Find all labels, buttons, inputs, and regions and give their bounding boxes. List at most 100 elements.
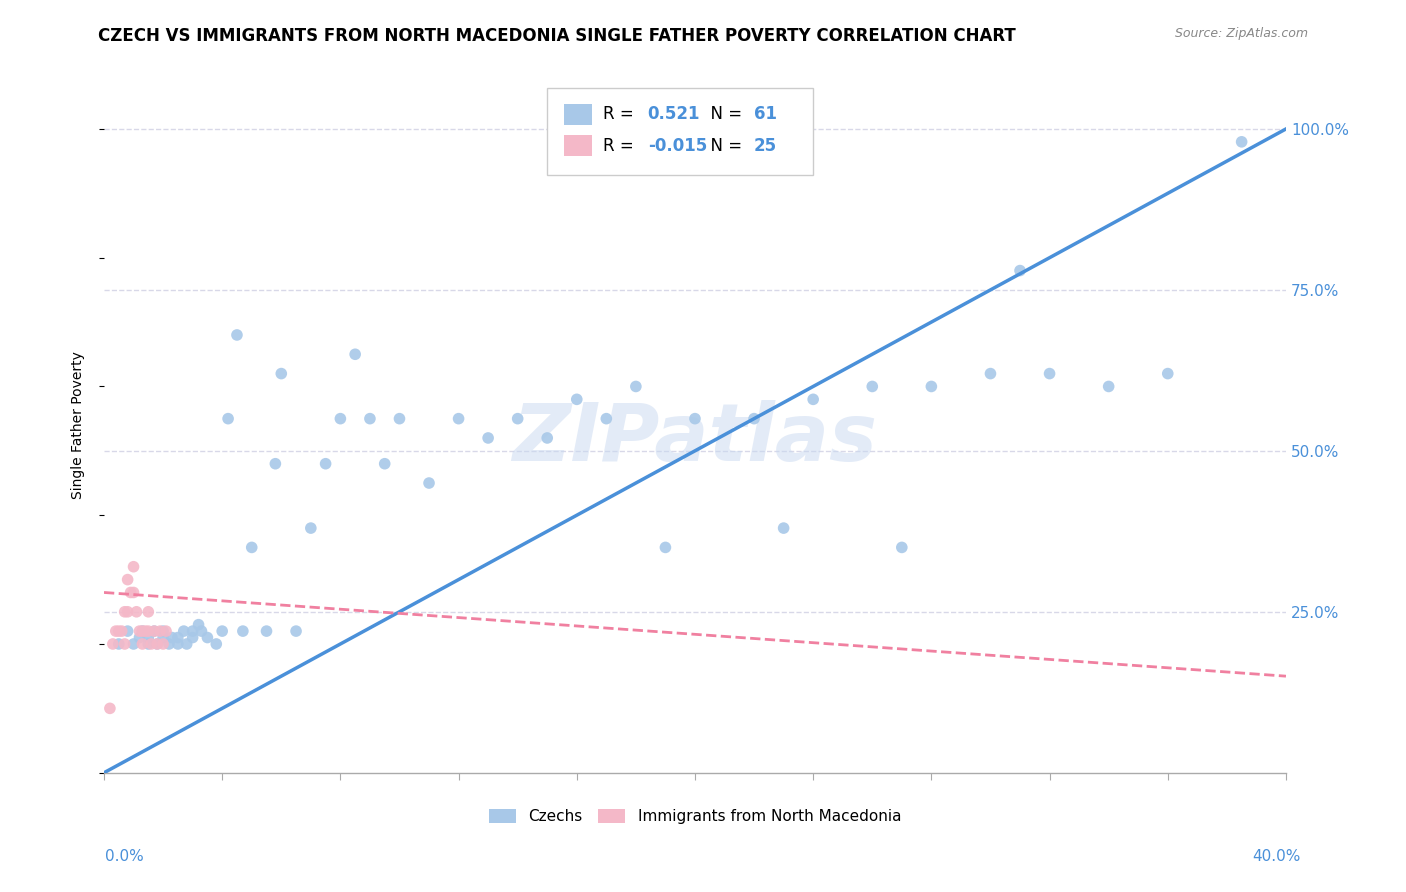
Point: [134, 624, 156, 639]
Point: [125, 605, 148, 619]
Point: [120, 585, 142, 599]
Point: [149, 624, 172, 639]
Point: [104, 624, 127, 639]
Text: N =: N =: [700, 136, 747, 154]
Point: [187, 617, 209, 632]
Point: [197, 631, 219, 645]
Point: [131, 637, 153, 651]
Point: [205, 637, 228, 651]
Point: [211, 624, 233, 639]
Point: [107, 624, 129, 639]
Point: [107, 637, 129, 651]
Point: [256, 624, 278, 639]
Point: [141, 637, 163, 651]
Point: [388, 411, 411, 425]
Point: [157, 637, 180, 651]
Point: [122, 585, 145, 599]
Text: ZIPatlas: ZIPatlas: [512, 400, 877, 478]
FancyBboxPatch shape: [564, 136, 592, 156]
Text: 0.521: 0.521: [648, 105, 700, 123]
Point: [329, 411, 352, 425]
Point: [536, 431, 558, 445]
Point: [111, 624, 134, 639]
Point: [131, 624, 153, 639]
Point: [128, 631, 150, 645]
Point: [117, 605, 139, 619]
Point: [152, 624, 174, 639]
Point: [122, 559, 145, 574]
Point: [890, 541, 912, 555]
Point: [1038, 367, 1060, 381]
Point: [190, 624, 212, 639]
Point: [264, 457, 287, 471]
Point: [167, 637, 190, 651]
Point: [152, 637, 174, 651]
Text: 0.0%: 0.0%: [105, 849, 145, 864]
FancyBboxPatch shape: [564, 103, 592, 125]
Point: [114, 637, 136, 651]
Point: [344, 347, 367, 361]
Point: [101, 637, 124, 651]
Point: [418, 476, 440, 491]
Text: 61: 61: [754, 105, 778, 123]
Text: 25: 25: [754, 136, 778, 154]
Point: [270, 367, 292, 381]
Point: [136, 605, 159, 619]
Point: [860, 379, 883, 393]
Point: [447, 411, 470, 425]
Point: [181, 631, 204, 645]
Point: [117, 624, 139, 639]
Text: 40.0%: 40.0%: [1253, 849, 1301, 864]
Point: [117, 573, 139, 587]
Point: [1157, 367, 1180, 381]
Point: [285, 624, 308, 639]
Point: [232, 624, 254, 639]
Point: [506, 411, 529, 425]
Y-axis label: Single Father Poverty: Single Father Poverty: [72, 351, 86, 499]
Point: [979, 367, 1001, 381]
Point: [742, 411, 765, 425]
Point: [595, 411, 617, 425]
Point: [128, 624, 150, 639]
Point: [146, 637, 169, 651]
Point: [167, 631, 190, 645]
Point: [152, 631, 174, 645]
Point: [98, 701, 121, 715]
FancyBboxPatch shape: [547, 88, 813, 175]
Point: [299, 521, 322, 535]
Point: [136, 631, 159, 645]
Point: [315, 457, 337, 471]
Point: [624, 379, 647, 393]
Point: [176, 637, 198, 651]
Point: [143, 624, 166, 639]
Point: [1230, 135, 1253, 149]
Point: [217, 411, 239, 425]
Text: R =: R =: [603, 136, 638, 154]
Point: [240, 541, 263, 555]
Point: [136, 637, 159, 651]
Text: N =: N =: [700, 105, 747, 123]
Point: [160, 631, 183, 645]
Point: [374, 457, 396, 471]
Text: CZECH VS IMMIGRANTS FROM NORTH MACEDONIA SINGLE FATHER POVERTY CORRELATION CHART: CZECH VS IMMIGRANTS FROM NORTH MACEDONIA…: [98, 27, 1017, 45]
Text: -0.015: -0.015: [648, 136, 707, 154]
Text: Source: ZipAtlas.com: Source: ZipAtlas.com: [1174, 27, 1308, 40]
Point: [173, 624, 195, 639]
Point: [1008, 263, 1031, 277]
Point: [181, 624, 204, 639]
Point: [654, 541, 676, 555]
Point: [122, 637, 145, 651]
Point: [565, 392, 588, 407]
Point: [477, 431, 499, 445]
Legend: Czechs, Immigrants from North Macedonia: Czechs, Immigrants from North Macedonia: [489, 809, 901, 824]
Point: [143, 624, 166, 639]
Point: [683, 411, 706, 425]
Text: R =: R =: [603, 105, 638, 123]
Point: [1098, 379, 1121, 393]
Point: [146, 637, 169, 651]
Point: [801, 392, 824, 407]
Point: [772, 521, 794, 535]
Point: [114, 605, 136, 619]
Point: [136, 624, 159, 639]
Point: [155, 624, 177, 639]
